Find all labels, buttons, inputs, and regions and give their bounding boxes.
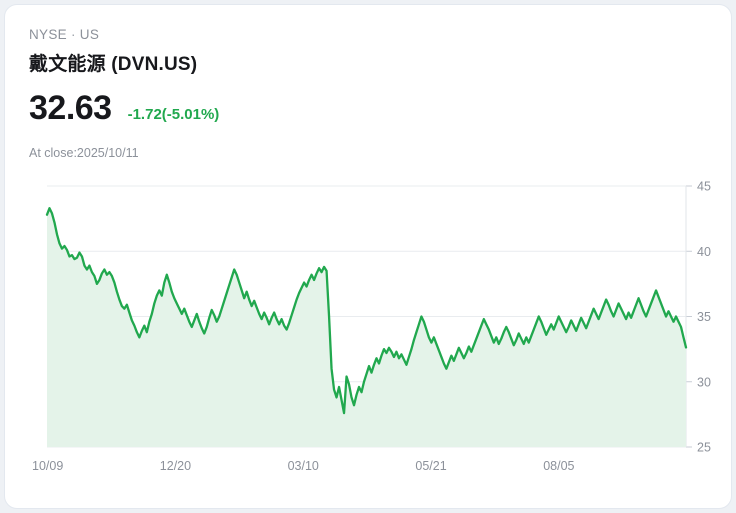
y-axis-labels: 45 40 35 30 25 [697,180,711,455]
exchange-separator: · [70,27,76,42]
region-label: US [79,27,100,42]
price-chart-svg: 45 40 35 30 25 10/09 12/20 03/10 05/21 08/05 [32,180,711,474]
x-axis-labels: 10/09 12/20 03/10 05/21 08/05 [32,459,575,473]
market-status-note: At close:2025/10/11 [29,146,139,160]
price-area-fill [47,208,686,447]
x-axis-tick: 12/20 [160,459,191,473]
y-axis-tick: 30 [697,375,711,389]
page-title: 戴文能源 (DVN.US) [29,54,198,75]
exchange-label: NYSE [29,27,67,42]
x-axis-tick: 10/09 [32,459,63,473]
exchange-region-line: NYSE · US [29,27,99,42]
x-axis-tick: 03/10 [288,459,319,473]
price-line [45,207,688,415]
y-axis-tick: 45 [697,180,711,194]
y-axis-tick: 25 [697,441,711,455]
x-axis-tick: 08/05 [543,459,574,473]
current-price: 32.63 [29,89,112,127]
price-chart[interactable]: 45 40 35 30 25 10/09 12/20 03/10 05/21 08/05 [5,165,731,485]
quote-row: 32.63 -1.72(-5.01%) [29,91,219,125]
stock-quote-card: NYSE · US 戴文能源 (DVN.US) 32.63 -1.72(-5.01%… [4,4,732,509]
price-change: -1.72(-5.01%) [127,106,220,123]
y-axis-tick: 35 [697,310,711,324]
x-axis-tick: 05/21 [415,459,446,473]
y-axis-tick: 40 [697,245,711,259]
